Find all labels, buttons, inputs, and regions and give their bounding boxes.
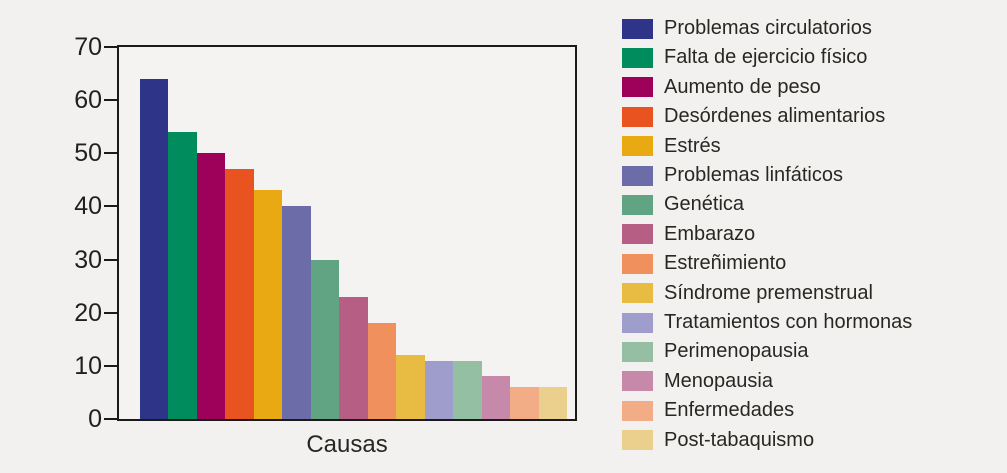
legend-item: Post-tabaquismo — [622, 425, 814, 455]
y-tick-mark — [104, 258, 117, 261]
x-axis-label: Causas — [306, 431, 388, 458]
bar-4 — [225, 169, 254, 419]
legend-item: Desórdenes alimentarios — [622, 102, 885, 132]
legend-label: Post-tabaquismo — [664, 428, 815, 451]
legend-swatch — [622, 165, 653, 186]
bar-12 — [453, 360, 482, 419]
bar-6 — [282, 206, 311, 419]
legend-label: Perimenopausia — [664, 340, 809, 363]
legend-label: Falta de ejercicio físico — [664, 46, 868, 69]
y-tick-mark — [104, 205, 117, 208]
y-tick-mark — [104, 99, 117, 102]
legend-swatch — [622, 136, 653, 157]
legend-item: Falta de ejercicio físico — [622, 43, 867, 73]
y-tick-mark — [104, 152, 117, 155]
legend-swatch — [622, 106, 653, 127]
legend-label: Genética — [664, 193, 745, 216]
legend-swatch — [622, 224, 653, 245]
legend-swatch — [622, 18, 653, 39]
bar-8 — [339, 296, 368, 419]
legend-label: Embarazo — [664, 222, 756, 245]
legend-label: Desórdenes alimentarios — [664, 105, 886, 128]
y-tick-label: 40 — [74, 192, 102, 221]
bar-14 — [510, 387, 539, 419]
y-tick-mark — [104, 46, 117, 48]
bar-1 — [140, 78, 169, 419]
y-tick-mark — [104, 418, 117, 420]
legend-item: Embarazo — [622, 219, 755, 249]
y-tick-label: 50 — [74, 139, 102, 168]
bar-13 — [481, 376, 511, 419]
legend-item: Genética — [622, 190, 744, 220]
legend-swatch — [622, 77, 653, 98]
legend-item: Estrés — [622, 131, 721, 161]
legend-label: Síndrome premenstrual — [664, 281, 873, 304]
legend-label: Estreñimiento — [664, 252, 787, 275]
legend-label: Problemas circulatorios — [664, 17, 872, 39]
legend-swatch — [622, 341, 653, 362]
bar-7 — [310, 259, 340, 419]
legend-label: Enfermedades — [664, 399, 795, 422]
y-tick-label: 0 — [88, 405, 102, 433]
legend-swatch — [622, 312, 653, 333]
legend-swatch — [622, 400, 653, 421]
y-tick-label: 30 — [74, 245, 102, 274]
legend-item: Síndrome premenstrual — [622, 278, 873, 308]
legend-item: Perimenopausia — [622, 337, 809, 367]
legend-item: Estreñimiento — [622, 249, 786, 279]
bar-2 — [168, 132, 197, 419]
bar-5 — [253, 190, 283, 419]
legend-label: Aumento de peso — [664, 75, 821, 98]
legend-label: Tratamientos con hormonas — [664, 311, 913, 333]
y-tick-label: 20 — [74, 298, 102, 327]
legend-item: Aumento de peso — [622, 72, 821, 102]
bar-15 — [538, 387, 568, 419]
bar-10 — [396, 355, 425, 419]
legend-item: Problemas circulatorios — [622, 14, 872, 44]
legend-item: Enfermedades — [622, 396, 794, 426]
legend-swatch — [622, 194, 653, 215]
legend-swatch — [622, 253, 653, 274]
legend-swatch — [622, 430, 653, 451]
legend-item: Menopausia — [622, 366, 773, 396]
y-tick-label: 10 — [74, 351, 102, 380]
bar-11 — [424, 360, 454, 419]
y-tick-label: 60 — [74, 86, 102, 115]
legend-swatch — [622, 47, 653, 68]
y-tick-mark — [104, 364, 117, 367]
y-tick-mark — [104, 311, 117, 314]
legend-item: Problemas linfáticos — [622, 161, 843, 191]
legend-item: Tratamientos con hormonas — [622, 308, 912, 338]
legend-swatch — [622, 283, 653, 304]
bar-9 — [367, 323, 397, 419]
legend-label: Estrés — [664, 134, 721, 157]
legend-label: Problemas linfáticos — [664, 164, 843, 186]
bar-3 — [196, 153, 226, 419]
y-tick-label: 70 — [74, 33, 102, 61]
legend-swatch — [622, 371, 653, 392]
legend-label: Menopausia — [664, 369, 773, 392]
